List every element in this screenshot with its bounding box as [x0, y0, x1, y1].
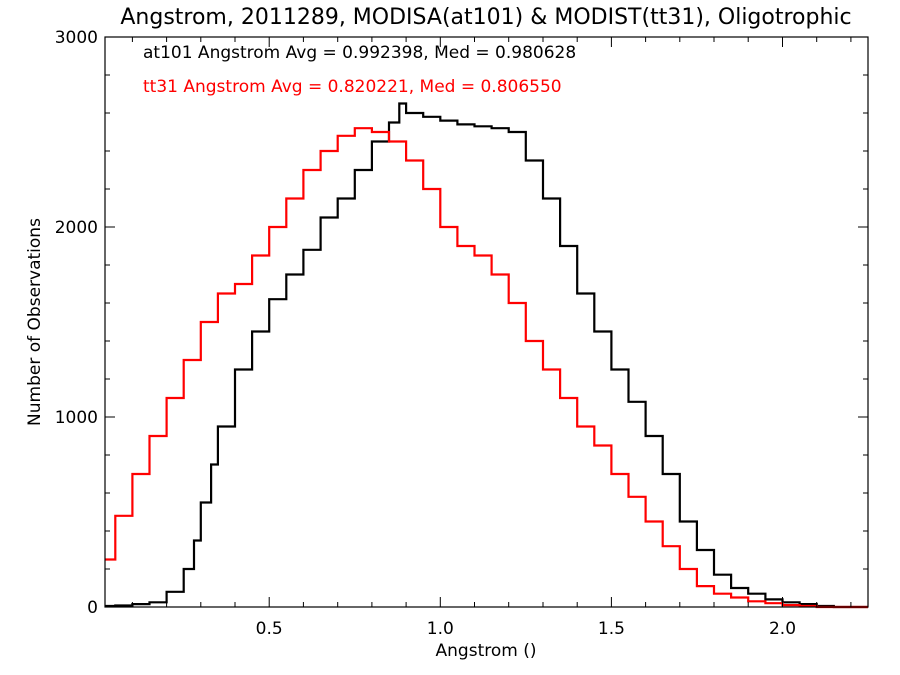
x-tick-label: 0.5 [256, 619, 283, 639]
y-tick-label: 0 [87, 598, 98, 618]
x-tick-label: 1.5 [598, 619, 625, 639]
annotation-tt31: tt31 Angstrom Avg = 0.820221, Med = 0.80… [143, 77, 562, 97]
series-layer [105, 102, 868, 609]
axes-layer: 0.5 1.0 1.5 2.0 0 1000 2000 3000 [55, 28, 868, 639]
y-tick-label: 1000 [55, 408, 98, 428]
series-line-1 [105, 127, 868, 609]
x-axis-label: Angstrom () [436, 641, 537, 661]
x-tick-label: 1.0 [427, 619, 454, 639]
annotation-at101: at101 Angstrom Avg = 0.992398, Med = 0.9… [143, 43, 576, 63]
series-line-0 [105, 102, 868, 609]
x-tick-label: 2.0 [769, 619, 796, 639]
y-tick-label: 3000 [55, 28, 98, 48]
y-tick-label: 2000 [55, 218, 98, 238]
plot-frame [104, 36, 869, 608]
chart-title: Angstrom, 2011289, MODISA(at101) & MODIS… [120, 5, 851, 30]
y-axis-label: Number of Observations [25, 218, 45, 426]
